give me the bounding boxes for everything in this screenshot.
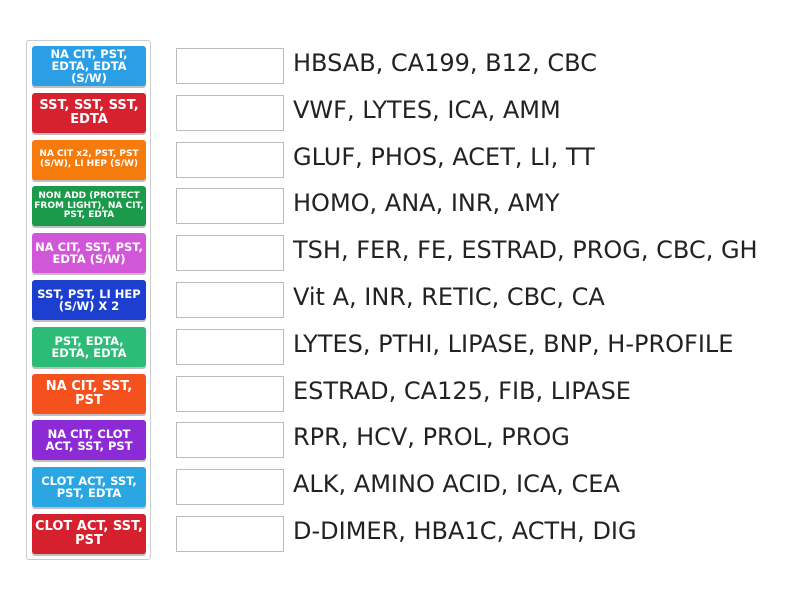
- answer-tile[interactable]: CLOT ACT, SST, PST, EDTA: [32, 467, 146, 508]
- answer-tile[interactable]: NON ADD (PROTECT FROM LIGHT), NA CIT, PS…: [32, 186, 146, 227]
- drop-box[interactable]: [176, 328, 284, 365]
- answer-tile[interactable]: NA CIT, PST, EDTA, EDTA (S/W): [32, 46, 146, 86]
- drop-box[interactable]: [176, 282, 284, 318]
- item-text: HOMO, ANA, INR, AMY: [293, 189, 560, 218]
- item-text: TSH, FER, FE, ESTRAD, PROG, CBC, GH: [293, 236, 758, 265]
- drop-box[interactable]: [176, 94, 284, 131]
- drop-box[interactable]: [176, 375, 284, 412]
- answer-tile[interactable]: CLOT ACT, SST, PST: [32, 514, 146, 554]
- item-text: HBSAB, CA199, B12, CBC: [293, 49, 597, 77]
- answer-tile[interactable]: NA CIT, CLOT ACT, SST, PST: [32, 420, 146, 461]
- tile-panel: [26, 40, 151, 560]
- item-text: Vit A, INR, RETIC, CBC, CA: [293, 283, 605, 311]
- answer-tile[interactable]: SST, SST, SST, EDTA: [32, 92, 146, 133]
- drop-box[interactable]: [176, 188, 284, 225]
- drop-box[interactable]: [176, 48, 284, 84]
- answer-tile[interactable]: NA CIT, SST, PST, EDTA (S/W): [32, 233, 146, 274]
- drop-box[interactable]: [176, 141, 284, 178]
- drop-box[interactable]: [176, 469, 284, 506]
- drop-box[interactable]: [176, 235, 284, 272]
- item-text: LYTES, PTHI, LIPASE, BNP, H-PROFILE: [293, 329, 734, 358]
- drop-box[interactable]: [176, 516, 284, 552]
- item-text: GLUF, PHOS, ACET, LI, TT: [293, 142, 595, 171]
- drop-box[interactable]: [176, 422, 284, 459]
- item-text: ESTRAD, CA125, FIB, LIPASE: [293, 376, 631, 405]
- item-text: D-DIMER, HBA1C, ACTH, DIG: [293, 517, 637, 545]
- answer-tile[interactable]: NA CIT x2, PST, PST (S/W), LI HEP (S/W): [32, 139, 146, 180]
- item-text: VWF, LYTES, ICA, AMM: [293, 95, 561, 124]
- answer-tile[interactable]: NA CIT, SST, PST: [32, 373, 146, 414]
- item-text: RPR, HCV, PROL, PROG: [293, 423, 570, 452]
- item-text: ALK, AMINO ACID, ICA, CEA: [293, 470, 620, 499]
- answer-tile[interactable]: PST, EDTA, EDTA, EDTA: [32, 326, 146, 367]
- answer-tile[interactable]: SST, PST, LI HEP (S/W) X 2: [32, 280, 146, 320]
